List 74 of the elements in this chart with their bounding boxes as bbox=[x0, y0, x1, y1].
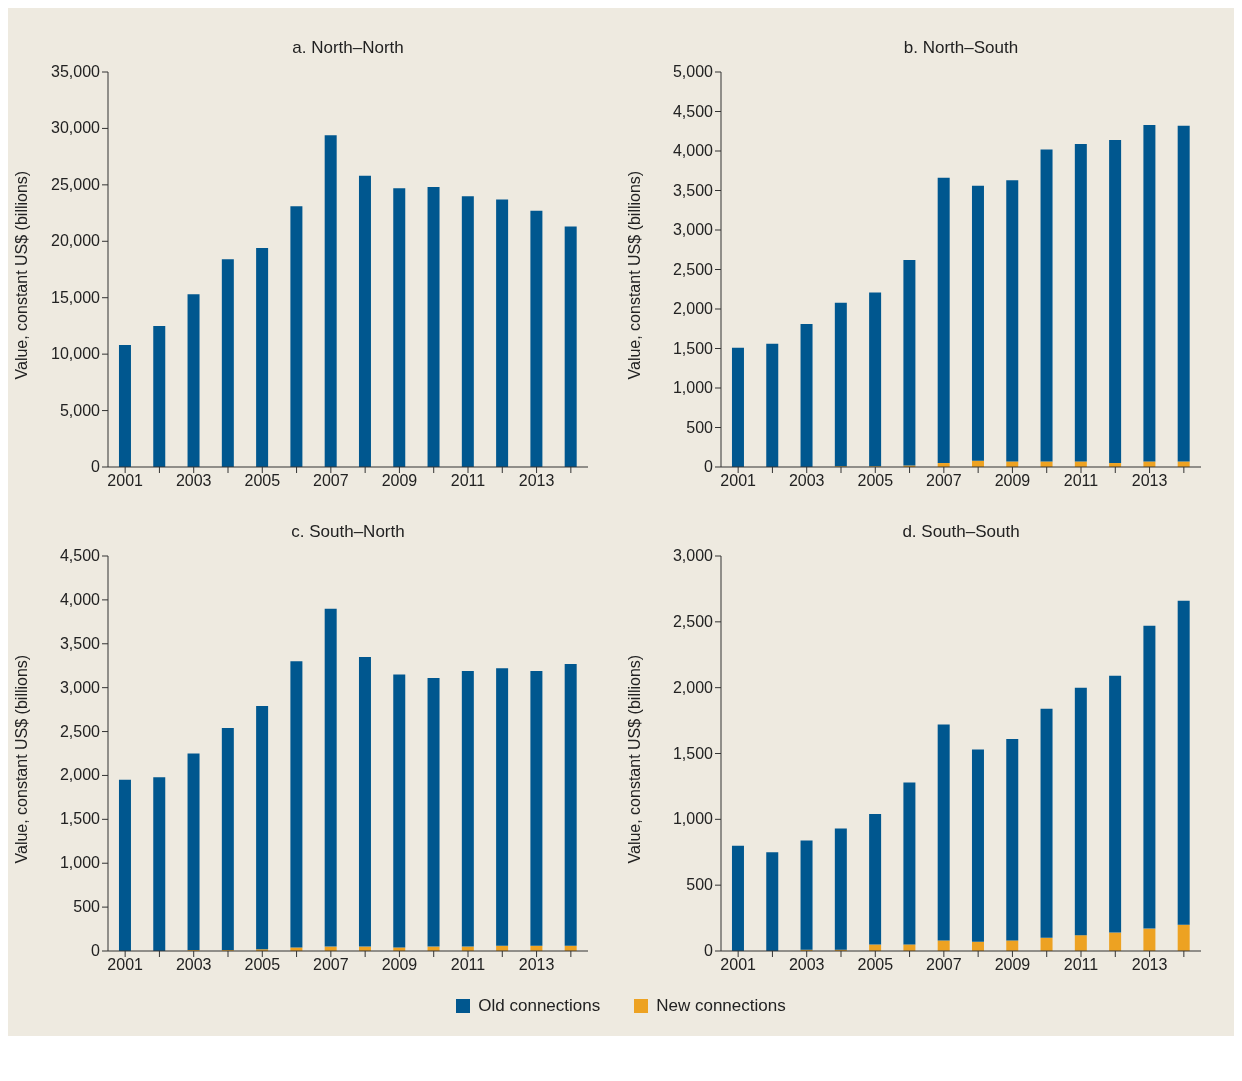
y-tick-label: 3,500 bbox=[672, 181, 714, 199]
x-tick-label: 2005 bbox=[857, 472, 894, 490]
y-tick-label: 0 bbox=[704, 458, 714, 475]
y-tick-label: 3,000 bbox=[59, 678, 101, 696]
chart-title: c. South–North bbox=[290, 522, 406, 543]
y-tick-label: 2,500 bbox=[672, 260, 714, 278]
y-tick-label: 10,000 bbox=[51, 345, 101, 363]
y-tick-label: 35,000 bbox=[51, 63, 101, 80]
y-tick-label: 4,000 bbox=[672, 142, 714, 159]
y-tick-label: 500 bbox=[686, 876, 714, 894]
y-tick-label: 0 bbox=[91, 458, 101, 475]
x-tick-label: 2009 bbox=[381, 472, 418, 490]
legend-label: New connections bbox=[655, 996, 786, 1016]
x-tick-label: 2007 bbox=[926, 472, 962, 490]
x-tick-label: 2001 bbox=[107, 472, 144, 490]
y-tick-label: 4,000 bbox=[59, 590, 101, 608]
x-tick-label: 2011 bbox=[1063, 472, 1099, 490]
y-tick-label: 5,000 bbox=[59, 401, 101, 419]
x-tick-label: 2003 bbox=[175, 956, 212, 974]
y-tick-label: 25,000 bbox=[51, 175, 101, 193]
chart-title: d. South–South bbox=[901, 522, 1021, 543]
x-tick-label: 2013 bbox=[518, 956, 555, 974]
x-tick-label: 2009 bbox=[994, 472, 1031, 490]
y-tick-label: 1,500 bbox=[59, 810, 101, 828]
y-tick-label: 3,000 bbox=[672, 221, 714, 238]
y-tick-label: 5,000 bbox=[672, 63, 714, 80]
x-tick-label: 2013 bbox=[1131, 472, 1168, 490]
y-tick-label: 20,000 bbox=[51, 232, 101, 250]
y-tick-label: 1,500 bbox=[672, 744, 714, 762]
chart-title: b. North–South bbox=[902, 38, 1020, 59]
x-tick-label: 2001 bbox=[720, 956, 757, 974]
y-tick-label: 2,000 bbox=[672, 678, 714, 696]
y-axis-title: Value, constant US$ (billions) bbox=[625, 170, 643, 380]
x-tick-label: 2005 bbox=[244, 472, 281, 490]
x-tick-label: 2005 bbox=[244, 956, 281, 974]
x-tick-label: 2003 bbox=[175, 472, 212, 490]
y-tick-label: 0 bbox=[91, 942, 101, 959]
x-tick-label: 2003 bbox=[788, 472, 825, 490]
y-tick-label: 3,000 bbox=[672, 547, 714, 564]
x-tick-label: 2013 bbox=[1131, 956, 1168, 974]
y-tick-label: 1,000 bbox=[59, 854, 101, 872]
y-tick-label: 2,500 bbox=[59, 722, 101, 740]
y-tick-label: 500 bbox=[686, 418, 714, 436]
x-tick-label: 2007 bbox=[313, 472, 349, 490]
y-axis-title: Value, constant US$ (billions) bbox=[12, 654, 30, 864]
y-tick-label: 15,000 bbox=[51, 288, 101, 306]
x-tick-label: 2007 bbox=[926, 956, 962, 974]
x-tick-label: 2011 bbox=[450, 472, 486, 490]
y-tick-label: 4,500 bbox=[672, 102, 714, 120]
y-tick-label: 1,000 bbox=[672, 379, 714, 396]
y-tick-label: 4,500 bbox=[59, 547, 101, 564]
y-axis-title: Value, constant US$ (billions) bbox=[12, 170, 30, 380]
y-tick-label: 500 bbox=[73, 898, 101, 916]
y-tick-label: 2,000 bbox=[672, 300, 714, 317]
y-tick-label: 30,000 bbox=[51, 119, 101, 137]
x-tick-label: 2009 bbox=[994, 956, 1031, 974]
x-tick-label: 2005 bbox=[857, 956, 894, 974]
y-tick-label: 0 bbox=[704, 942, 714, 959]
y-axis-title: Value, constant US$ (billions) bbox=[625, 654, 643, 864]
legend-label: Old connections bbox=[477, 996, 601, 1016]
x-tick-label: 2011 bbox=[1063, 956, 1099, 974]
x-tick-label: 2007 bbox=[313, 956, 349, 974]
x-tick-label: 2001 bbox=[720, 472, 757, 490]
y-tick-label: 1,500 bbox=[672, 339, 714, 357]
y-tick-label: 1,000 bbox=[672, 810, 714, 828]
x-tick-label: 2013 bbox=[518, 472, 555, 490]
y-tick-label: 3,500 bbox=[59, 634, 101, 652]
y-tick-label: 2,500 bbox=[672, 612, 714, 630]
chart-title: a. North–North bbox=[291, 38, 405, 59]
x-tick-label: 2009 bbox=[381, 956, 418, 974]
y-tick-label: 2,000 bbox=[59, 766, 101, 784]
x-tick-label: 2011 bbox=[450, 956, 486, 974]
x-tick-label: 2003 bbox=[788, 956, 825, 974]
x-tick-label: 2001 bbox=[107, 956, 144, 974]
